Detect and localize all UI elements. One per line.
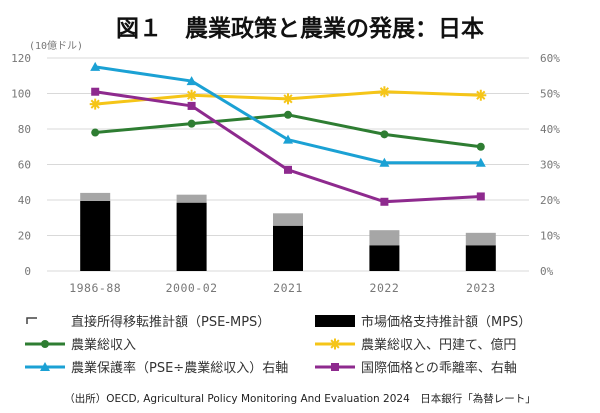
x-tick-label: 2022 [370,281,400,295]
bar-series-group [80,192,496,271]
line-marker-3 [91,87,100,96]
line-marker-1 [282,93,294,105]
legend: 直接所得移転推計額（PSE-MPS） 市場価格支持推計額（MPS） 農業総収入 農業総… [25,314,531,376]
y-left-tick-label: 20 [18,230,31,243]
y-right-tick-label: 40% [540,123,560,136]
axes-group: 0 0% 20 10% 40 20% 60 30% 80 40% 100 50% 120 60% 1986-… [11,52,560,295]
line-marker-2 [90,61,101,71]
x-tick-label: 2023 [466,281,496,295]
y-left-tick-label: 0 [24,265,31,278]
legend-label: 農業総収入 [71,337,136,353]
legend-label: 農業保護率（PSE÷農業総収入）右軸 [71,360,288,376]
line-marker-2 [186,76,197,86]
bar-pse-mps [465,232,496,246]
y-left-unit-label: (10億ドル) [29,39,83,52]
x-tick-label: 2000-02 [166,281,218,295]
line-marker-3 [284,165,292,174]
line-marker-0 [380,130,389,139]
bar-pse-mps [80,192,111,201]
y-left-tick-label: 80 [18,123,31,136]
x-tick-label: 2021 [273,281,303,295]
line-marker-2 [283,134,293,144]
line-marker-0 [187,119,196,128]
chart-title: 図１ 農業政策と農業の発展：日本 [116,15,484,42]
y-left-tick-label: 60 [18,159,31,172]
legend-marker [40,362,50,371]
line-marker-1 [186,89,198,101]
line-marker-0 [284,110,292,119]
bar-mps [465,245,496,271]
y-right-tick-label: 30% [540,159,560,172]
bar-mps [176,202,207,271]
bar-mps [80,200,111,271]
line-marker-0 [476,142,485,151]
legend-swatch [26,317,37,324]
line-marker-1 [378,86,390,98]
line-marker-2 [475,157,486,167]
legend-swatch [315,315,355,327]
line-marker-2 [379,157,390,167]
y-left-tick-label: 120 [11,52,31,65]
bar-mps [369,245,400,271]
bar-pse-mps [273,213,303,226]
line-marker-1 [475,89,487,101]
legend-label: 農業総収入、円建て、億円 [361,337,516,353]
y-right-tick-label: 50% [540,88,560,101]
line-marker-1 [89,98,101,110]
y-right-tick-label: 60% [540,52,560,65]
line-marker-3 [476,192,485,201]
line-series-group [89,61,487,206]
legend-marker [329,338,341,350]
x-tick-label: 1986-88 [69,281,121,295]
legend-label: 直接所得移転推計額（PSE-MPS） [71,314,270,330]
line-marker-0 [91,128,100,137]
bar-pse-mps [369,230,400,246]
source-note: （出所）OECD, Agricultural Policy Monitoring… [64,392,536,405]
y-right-tick-label: 10% [540,230,560,243]
line-marker-3 [187,101,196,110]
legend-marker [41,340,49,348]
bar-pse-mps [176,194,207,203]
bar-mps [273,225,303,271]
y-left-tick-label: 40 [18,194,31,207]
y-right-tick-label: 0% [540,265,554,278]
legend-marker [331,363,339,371]
line-marker-3 [380,197,389,206]
y-right-tick-label: 20% [540,194,560,207]
legend-label: 国際価格との乖離率、右軸 [361,360,517,376]
legend-label: 市場価格支持推計額（MPS） [361,314,531,330]
y-left-tick-label: 100 [11,88,31,101]
